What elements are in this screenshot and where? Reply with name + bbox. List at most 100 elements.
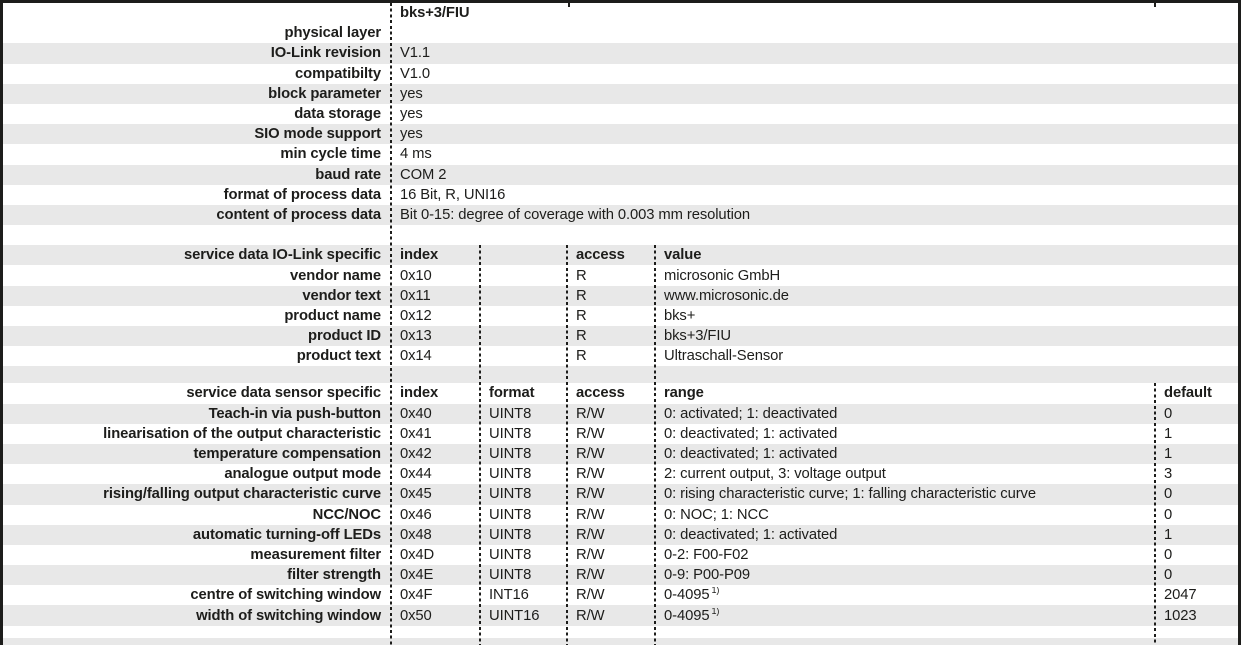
cell-format: UINT8	[489, 425, 532, 442]
cell-default: 0	[1164, 405, 1173, 422]
section-title: service data sensor specific	[186, 385, 381, 402]
row-value: Bit 0-15: degree of coverage with 0.003 …	[400, 206, 751, 223]
table-row: physical layer	[3, 23, 1238, 43]
row-value: 4 ms	[400, 146, 432, 163]
table-row: Teach-in via push-button 0x40 UINT8 R/W …	[3, 403, 1238, 424]
cell-default: 3	[1164, 466, 1173, 483]
footnote-marker: 1)	[711, 607, 720, 616]
cell-default: 0	[1164, 546, 1173, 563]
table-row: content of process data Bit 0-15: degree…	[3, 204, 1238, 226]
cell-range: 0: deactivated; 1: activated	[655, 527, 1155, 543]
row-label: Teach-in via push-button	[208, 405, 382, 422]
cell-index: 0x46	[400, 506, 432, 523]
cell-default: 1	[1164, 425, 1173, 442]
row-label: temperature compensation	[193, 446, 381, 463]
range-text: 0-9: P00-P09	[664, 567, 750, 584]
cell-value: Ultraschall-Sensor	[664, 348, 784, 365]
row-label: min cycle time	[280, 146, 381, 163]
cell-index: 0x42	[400, 446, 432, 463]
row-label: NCC/NOC	[312, 506, 381, 523]
cell-format: UINT8	[489, 446, 532, 463]
range-text: 0-4095	[664, 587, 710, 604]
column-header-access: access	[576, 385, 625, 402]
cell-access: R	[576, 348, 587, 365]
cell-index: 0x12	[400, 307, 432, 324]
row-label: product text	[296, 348, 381, 365]
table-row: filter strength 0x4E UINT8 R/W 0-9: P00-…	[3, 565, 1238, 586]
table-row: compatibilty V1.0	[3, 64, 1238, 84]
row-label: linearisation of the output characterist…	[103, 425, 381, 442]
cell-value: bks+	[664, 307, 696, 324]
section-title: service data IO-Link specific	[184, 247, 381, 264]
spacer-row	[3, 626, 1238, 638]
cell-range: 0-2: F00-F02	[655, 547, 1155, 563]
table-row-device-header: bks+3/FIU	[3, 3, 1238, 23]
cell-index: 0x14	[400, 348, 432, 365]
cell-index: 0x4E	[400, 567, 434, 584]
spacer-row	[3, 225, 1238, 245]
range-text: 2: current output, 3: voltage output	[664, 466, 886, 483]
row-value: yes	[400, 85, 423, 102]
cell-format: UINT8	[489, 466, 532, 483]
column-header-index: index	[400, 385, 439, 402]
row-label: compatibilty	[295, 65, 381, 82]
clipped-next-row	[3, 637, 1238, 645]
cell-access: R/W	[576, 425, 605, 442]
table-row: width of switching window 0x50 UINT16 R/…	[3, 605, 1238, 626]
cell-access: R/W	[576, 587, 605, 604]
table-row: linearisation of the output characterist…	[3, 424, 1238, 444]
range-text: 0: activated; 1: deactivated	[664, 405, 838, 422]
row-value: yes	[400, 126, 423, 143]
row-label: format of process data	[223, 186, 381, 203]
cell-default: 0	[1164, 486, 1173, 503]
row-label: measurement filter	[250, 546, 381, 563]
row-label: block parameter	[268, 85, 381, 102]
cell-range: 2: current output, 3: voltage output	[655, 466, 1155, 482]
cell-default: 1	[1164, 446, 1173, 463]
column-header-access: access	[576, 247, 625, 264]
cell-index: 0x44	[400, 466, 432, 483]
table-row: block parameter yes	[3, 83, 1238, 104]
clipped-separator-tick	[568, 3, 570, 7]
table-row: format of process data 16 Bit, R, UNI16	[3, 185, 1238, 205]
cell-access: R/W	[576, 546, 605, 563]
cell-index: 0x11	[400, 287, 431, 304]
cell-default: 2047	[1164, 587, 1197, 604]
row-label: vendor name	[290, 267, 381, 284]
cell-access: R/W	[576, 567, 605, 584]
table-row: measurement filter 0x4D UINT8 R/W 0-2: F…	[3, 545, 1238, 565]
table-row: temperature compensation 0x42 UINT8 R/W …	[3, 443, 1238, 465]
range-text: 0-2: F00-F02	[664, 546, 749, 563]
cell-format: UINT8	[489, 567, 532, 584]
cell-range: 0-9: P00-P09	[655, 567, 1155, 583]
footnote-marker: 1)	[711, 587, 720, 596]
row-value: yes	[400, 106, 423, 123]
range-text: 0: deactivated; 1: activated	[664, 425, 838, 442]
cell-access: R/W	[576, 486, 605, 503]
cell-index: 0x41	[400, 425, 432, 442]
cell-range: 0: deactivated; 1: activated	[655, 446, 1155, 462]
cell-default: 0	[1164, 506, 1173, 523]
table-header-row: service data sensor specific index forma…	[3, 383, 1238, 403]
clipped-separator-tick	[1154, 3, 1156, 7]
cell-format: UINT8	[489, 486, 532, 503]
range-text: 0: deactivated; 1: activated	[664, 446, 838, 463]
cell-format: INT16	[489, 587, 529, 604]
cell-access: R	[576, 328, 587, 345]
row-label: physical layer	[284, 25, 382, 42]
row-value: V1.1	[400, 45, 431, 62]
cell-format: UINT8	[489, 526, 532, 543]
cell-access: R/W	[576, 607, 605, 624]
table-row: baud rate COM 2	[3, 164, 1238, 185]
cell-access: R/W	[576, 506, 605, 523]
table-row: min cycle time 4 ms	[3, 144, 1238, 164]
cell-range: 0-4095 1)	[655, 587, 1155, 603]
table-row: product name 0x12 R bks+	[3, 306, 1238, 326]
row-label: vendor text	[302, 287, 381, 304]
range-text: 0: rising characteristic curve; 1: falli…	[664, 486, 1036, 503]
cell-index: 0x50	[400, 607, 432, 624]
column-header-index: index	[400, 247, 439, 264]
row-value: 16 Bit, R, UNI16	[400, 186, 506, 203]
cell-index: 0x40	[400, 405, 432, 422]
